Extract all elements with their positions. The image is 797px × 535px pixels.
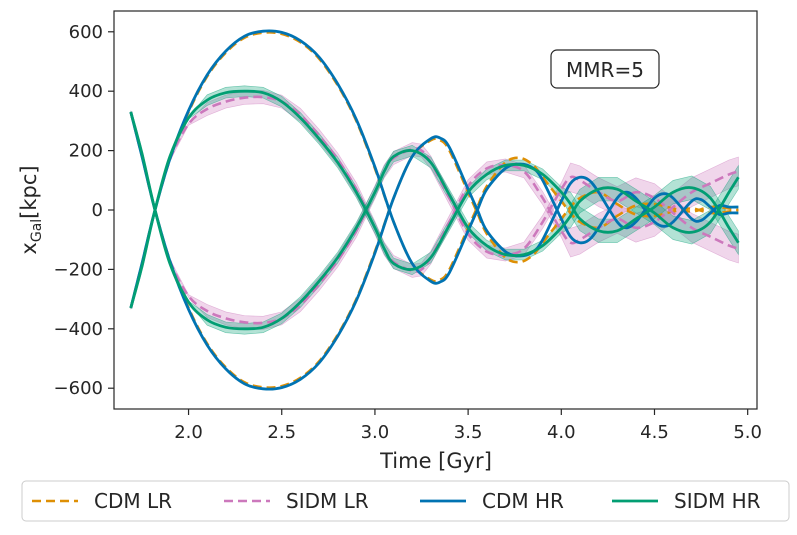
annotation-text: MMR=5	[566, 58, 644, 82]
series-line-sidm-lr-upper	[129, 95, 739, 309]
y-tick-label: 600	[69, 22, 103, 43]
legend-label-sidm-lr: SIDM LR	[286, 489, 369, 513]
x-tick-label: 2.5	[267, 422, 296, 443]
legend-frame	[21, 480, 790, 522]
y-tick-label: 200	[69, 141, 103, 162]
legend-label-sidm-hr: SIDM HR	[674, 489, 761, 513]
y-tick-label: 0	[92, 200, 103, 221]
legend-label-cdm-hr: CDM HR	[482, 489, 564, 513]
legend-item-cdm-lr: CDM LR	[32, 489, 172, 513]
y-axis-label-sub: Gal	[29, 219, 45, 242]
x-tick-label: 3.5	[454, 422, 483, 443]
y-axis-label-unit: [kpc]	[17, 165, 41, 218]
y-tick-label: −400	[54, 319, 103, 340]
y-axis-ticks: 600 400 200 0 −200 −400 −600	[54, 22, 114, 399]
series-line-sidm-hr-upper	[129, 89, 740, 309]
legend-item-sidm-lr: SIDM LR	[224, 489, 369, 513]
legend-label-cdm-lr: CDM LR	[94, 489, 172, 513]
x-tick-label: 4.0	[547, 422, 576, 443]
series-line-cdm-hr-upper	[129, 29, 739, 309]
annotation-frame	[550, 49, 660, 89]
y-axis-label-main: x	[17, 242, 41, 254]
x-axis-label: Time [Gyr]	[379, 449, 492, 473]
y-tick-label: −200	[54, 259, 103, 280]
x-tick-label: 2.0	[174, 422, 203, 443]
x-axis-ticks: 2.0 2.5 3.0 3.5 4.0 4.5 5.0	[174, 409, 762, 443]
y-tick-label: −600	[54, 378, 103, 399]
band-sidm-lr-lower	[130, 110, 739, 330]
legend-item-sidm-hr: SIDM HR	[612, 489, 761, 513]
legend-item-cdm-hr: CDM HR	[420, 489, 564, 513]
series-line-cdm-hr-lower	[129, 111, 739, 391]
series-line-sidm-hr-lower	[129, 111, 740, 331]
series-line-sidm-lr-lower	[129, 111, 739, 325]
x-tick-label: 3.0	[361, 422, 390, 443]
annotation-box: MMR=5	[550, 49, 660, 89]
x-tick-label: 4.5	[640, 422, 669, 443]
x-tick-label: 5.0	[733, 422, 762, 443]
y-axis-label: xGal[kpc]	[17, 165, 45, 254]
y-tick-label: 400	[69, 81, 103, 102]
series-lines	[129, 29, 740, 391]
legend: CDM LR SIDM LR CDM HR SIDM HR	[21, 480, 790, 522]
